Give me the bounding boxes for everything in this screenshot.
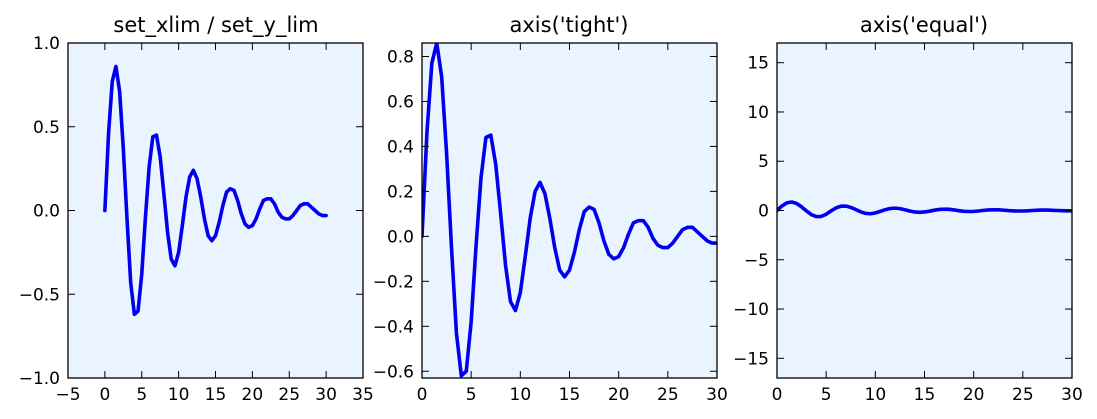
- subplot-2-plot-area: [422, 43, 717, 378]
- subplot-1-y-tick-label: −1.0: [19, 369, 60, 389]
- subplot-3-y-tick-label: −10: [733, 300, 769, 320]
- subplot-3-y-tick-label: 5: [758, 152, 769, 172]
- subplot-1-x-tick-label: 15: [205, 385, 227, 405]
- subplot-2: axis('tight') 0 5 10 15 20 25 30 −0.6 −0.4 −0.2 0.…: [373, 13, 728, 405]
- subplot-2-y-tick-label: 0.6: [387, 92, 414, 112]
- subplot-3-x-tick-label: 30: [1061, 385, 1083, 405]
- subplot-3-y-tick-label: −15: [733, 349, 769, 369]
- subplot-1-x-tick-label: 10: [168, 385, 190, 405]
- subplot-3-y-tick-label: −5: [744, 251, 769, 271]
- subplot-1-title: set_xlim / set_y_lim: [113, 13, 318, 38]
- subplot-2-y-tick-label: 0.2: [387, 182, 414, 202]
- subplot-1-x-tick-label: 25: [278, 385, 300, 405]
- subplot-3-x-tick-label: 20: [963, 385, 985, 405]
- subplot-1-y-tick-label: 0.0: [33, 202, 60, 222]
- subplot-1-y-tick-label: 1.0: [33, 34, 60, 54]
- subplot-2-x-tick-label: 20: [608, 385, 630, 405]
- subplot-3-x-tick-label: 15: [914, 385, 936, 405]
- subplot-1-y-tick-label: −0.5: [19, 285, 60, 305]
- subplot-2-series-line-1: [422, 43, 717, 378]
- subplot-2-x-tick-label: 5: [466, 385, 477, 405]
- subplot-2-x-tick-label: 0: [417, 385, 428, 405]
- subplot-1-x-tick-label: −5: [55, 385, 80, 405]
- subplot-2-x-tick-label: 15: [559, 385, 581, 405]
- subplot-2-y-tick-label: −0.2: [373, 272, 414, 292]
- subplot-3-y-tick-label: 10: [747, 103, 769, 123]
- subplot-1-y-tick-label: 0.5: [33, 118, 60, 138]
- subplot-1-x-tick-label: 35: [352, 385, 374, 405]
- subplot-3-x-tick-label: 10: [865, 385, 887, 405]
- subplot-1-x-tick-label: 0: [99, 385, 110, 405]
- subplot-1-x-tick-label: 5: [136, 385, 147, 405]
- subplot-3-series-line-1: [777, 200, 1072, 219]
- subplot-3-title: axis('equal'): [860, 13, 988, 37]
- subplot-3-y-tick-label: 0: [758, 202, 769, 222]
- subplot-3-x-tick-label: 5: [821, 385, 832, 405]
- subplot-1-x-tick-label: 30: [315, 385, 337, 405]
- subplot-1: set_xlim / set_y_lim −5 0 5 10 15 20 25 30 35 −1.…: [19, 13, 374, 405]
- subplot-1-series-line-1: [103, 64, 328, 317]
- subplot-3-y-tick-label: 15: [747, 54, 769, 74]
- subplot-2-y-tick-label: 0.0: [387, 227, 414, 247]
- subplot-3: axis('equal') 0 5 10 15 20 25 30 −15 −10 −5 0 5 10 15: [733, 13, 1083, 405]
- subplot-2-y-tick-label: −0.6: [373, 362, 414, 382]
- subplot-1-x-tick-label: 20: [242, 385, 264, 405]
- subplot-2-y-tick-label: 0.4: [387, 137, 414, 157]
- subplot-2-y-tick-label: −0.4: [373, 317, 414, 337]
- subplot-2-x-tick-label: 25: [657, 385, 679, 405]
- subplot-3-x-tick-label: 25: [1012, 385, 1034, 405]
- subplot-2-x-tick-label: 10: [510, 385, 532, 405]
- subplot-2-x-tick-label: 30: [706, 385, 728, 405]
- subplot-2-y-tick-label: 0.8: [387, 47, 414, 67]
- subplot-3-x-tick-label: 0: [772, 385, 783, 405]
- subplot-2-title: axis('tight'): [510, 13, 629, 37]
